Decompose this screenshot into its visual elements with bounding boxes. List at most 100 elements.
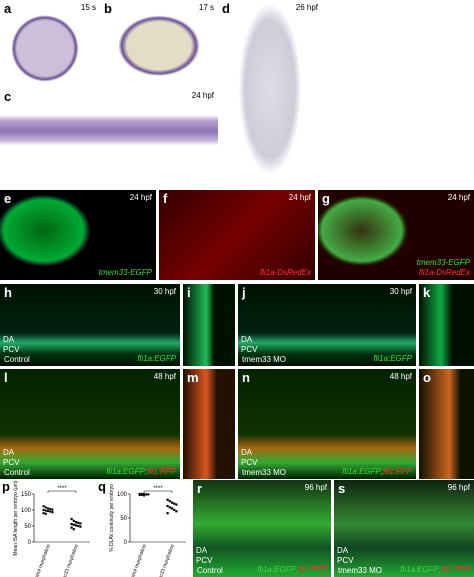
data-point: [168, 500, 171, 503]
data-point: [42, 508, 45, 512]
reporter-label: fli1a:EGFP;flt1:RFP: [342, 467, 412, 477]
panel-label: o: [423, 370, 431, 385]
data-point: [74, 524, 78, 527]
reporter-label: fli1a:EGFP;flt1:RFP: [106, 467, 176, 477]
image-panel: k: [419, 284, 474, 366]
data-point: [44, 512, 47, 516]
reporter-line: fli1a-DsRedEx: [417, 268, 470, 278]
data-point: [79, 522, 82, 525]
data-point: [168, 506, 171, 509]
y-axis-label: % DLAV continuity per embryo: [109, 484, 115, 552]
y-tick-label: 150: [21, 492, 32, 498]
image-panel: j 30 hpf DA PCV tmem33 MO fli1a:EGFP: [238, 284, 416, 366]
data-point: [42, 504, 45, 508]
time-label: 26 hpf: [295, 3, 318, 12]
data-point: [70, 522, 73, 526]
significance-label: ****: [153, 486, 163, 492]
image-panel: g 24 hpf tmem33-EGFP fli1a-DsRedEx: [318, 190, 474, 280]
image-panel: s 96 hpf DA PCV tmem33 MO fli1a:EGFP;flt1:RFP: [334, 480, 474, 577]
time-label: 96 hpf: [304, 483, 327, 492]
data-point: [42, 512, 45, 515]
significance-bracket: [143, 490, 173, 493]
time-label: 17 s: [198, 3, 214, 12]
panel-label: q: [98, 480, 106, 494]
image-panel: f 24 hpf fli1a-DsRedEx: [159, 190, 315, 280]
time-label: 96 hpf: [447, 483, 470, 492]
data-point: [173, 502, 176, 505]
image-panel: e 24 hpf tmem33-EGFP: [0, 190, 156, 280]
data-point: [79, 525, 82, 528]
reporter-text: fli1a:EGFP;: [400, 565, 442, 574]
da-label: DA: [241, 448, 253, 457]
condition-label: Control: [4, 468, 30, 477]
significance-label: ****: [57, 486, 67, 492]
reporter-text: fli1a:EGFP;: [257, 565, 299, 574]
reporter-label: tmem33-EGFP fli1a-DsRedEx: [417, 258, 470, 278]
reporter-text: fli1a:EGFP: [373, 354, 412, 363]
x-tick-label: Control morpholino: [32, 543, 52, 577]
panel-label: s: [338, 481, 346, 496]
reporter-text: fli1a:EGFP;: [342, 467, 384, 476]
image-panel: o: [419, 369, 474, 479]
panel-label: h: [4, 285, 12, 300]
image-panel: d 26 hpf: [218, 0, 322, 178]
panel-label: l: [4, 370, 8, 385]
pcv-label: PCV: [241, 458, 258, 467]
chart: q% DLAV continuity per embryo 0 50 100 Contr…: [98, 480, 186, 577]
reporter-line: fli1a:EGFP;flt1:RFP: [342, 467, 412, 477]
data-point: [138, 493, 141, 497]
x-tick-label: Control morpholino: [128, 543, 148, 577]
reporter-text: fli1a-DsRedEx: [418, 268, 470, 277]
data-point: [70, 517, 73, 521]
data-point: [170, 501, 174, 504]
pcv-label: PCV: [337, 556, 354, 565]
reporter-line: fli1a:EGFP: [137, 354, 176, 364]
image-panel: a 15 s: [0, 0, 100, 88]
data-point: [166, 498, 169, 501]
y-tick-label: 0: [124, 540, 128, 546]
image-panel: b 17 s: [100, 0, 218, 88]
pcv-label: PCV: [241, 345, 258, 354]
y-tick-label: 100: [21, 508, 32, 514]
time-label: 15 s: [80, 3, 96, 12]
panel-label: n: [242, 370, 250, 385]
reporter-text: flt1:RFP: [147, 467, 176, 476]
data-point: [166, 504, 169, 508]
time-label: 48 hpf: [389, 372, 412, 381]
data-point: [44, 509, 47, 512]
panel-label: c: [4, 89, 12, 104]
image-panel: r 96 hpf DA PCV Control fli1a:EGFP;flt1:RFP: [193, 480, 331, 577]
condition-label: tmem33 MO: [242, 468, 287, 477]
time-label: 24 hpf: [447, 193, 470, 202]
reporter-label: fli1a:EGFP;flt1:RFP: [257, 565, 327, 575]
time-label: 24 hpf: [288, 193, 311, 202]
reporter-label: tmem33-EGFP: [99, 268, 152, 278]
data-point: [49, 510, 52, 513]
panel-label: b: [104, 1, 112, 16]
reporter-text: flt1:RFP: [383, 467, 412, 476]
data-point: [46, 509, 50, 513]
panel-label: e: [4, 191, 12, 206]
image-panel: i: [183, 284, 235, 366]
panel-label: f: [163, 191, 168, 206]
data-point: [170, 507, 174, 510]
data-point: [49, 507, 52, 511]
data-point: [147, 493, 150, 496]
panel-label: g: [322, 191, 330, 206]
da-label: DA: [196, 546, 208, 555]
data-point: [175, 503, 178, 506]
da-label: DA: [3, 335, 15, 344]
image-panel: c 24 hpf: [0, 88, 218, 178]
data-point: [173, 508, 176, 511]
pcv-label: PCV: [3, 458, 20, 467]
panel-label: p: [2, 480, 10, 494]
x-tick-label: tmem33 morpholino: [59, 543, 80, 577]
data-point: [175, 510, 178, 513]
image-panel: h 30 hpf DA PCV Control fli1a:EGFP: [0, 284, 180, 366]
y-tick-label: 0: [28, 540, 32, 546]
da-label: DA: [241, 335, 253, 344]
y-tick-label: 50: [120, 516, 127, 522]
panel-label: m: [187, 370, 199, 385]
reporter-text: fli1a:EGFP: [137, 354, 176, 363]
